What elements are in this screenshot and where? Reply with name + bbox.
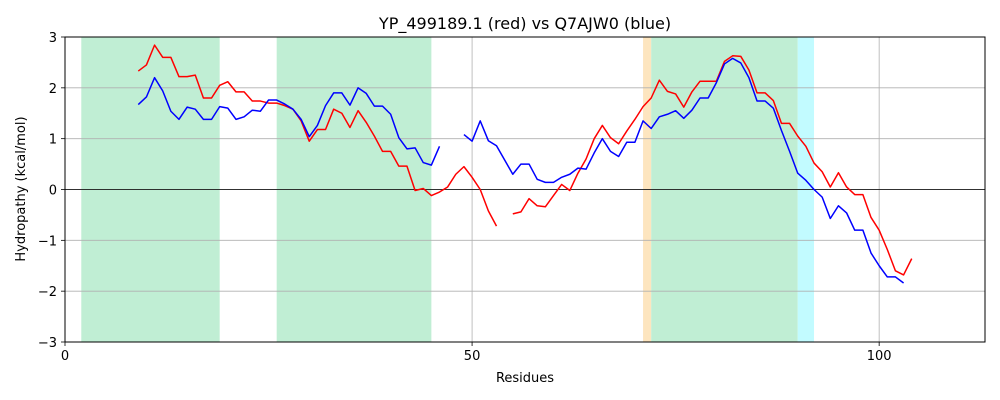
series-lines [137,44,913,284]
y-tick-label: −2 [38,285,57,300]
y-tick-label: 0 [49,184,57,199]
x-axis-label: Residues [496,371,554,386]
series-line-2 [137,76,441,166]
y-tick-label: −1 [38,234,57,249]
y-tick-label: 1 [49,133,57,148]
x-tick-label: 50 [464,349,481,364]
series-line-2 [463,57,905,284]
y-tick-label: 3 [49,31,57,46]
axes: 0 50 100 −3 −2 −1 0 1 2 3 [38,31,986,364]
series-line-1 [512,55,913,276]
x-tick-label: 0 [61,349,69,364]
x-tick-label: 100 [867,349,892,364]
y-tick-label: −3 [38,336,57,351]
y-axis-label: Hydropathy (kcal/mol) [14,116,29,261]
series-line-1 [137,44,498,227]
y-tick-label: 2 [49,82,57,97]
chart-title: YP_499189.1 (red) vs Q7AJW0 (blue) [378,14,671,34]
